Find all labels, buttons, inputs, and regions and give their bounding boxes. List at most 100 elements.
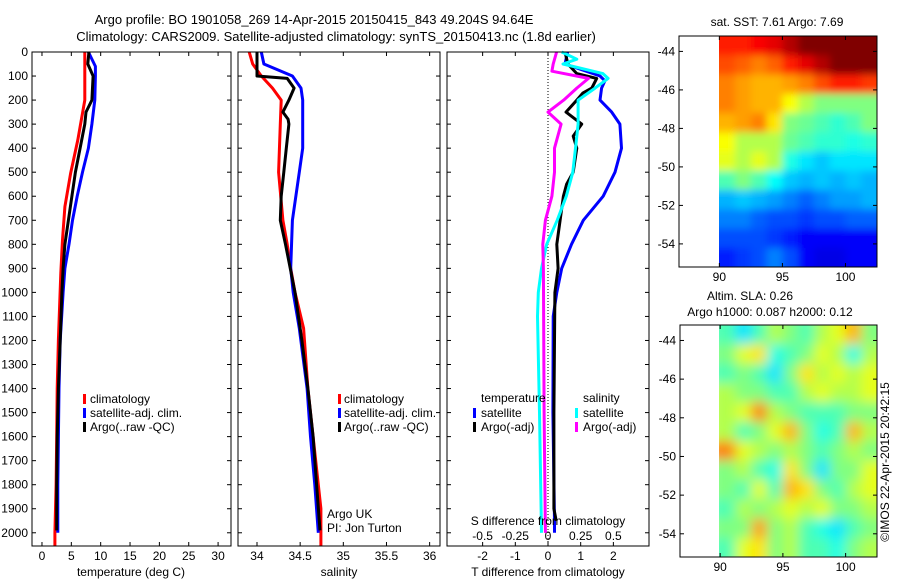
x-tick-label: 0 [39, 549, 46, 563]
heatmap-cell [735, 421, 753, 442]
heatmap-cell [735, 247, 752, 267]
heatmap-cell [766, 55, 784, 76]
heatmap-cell [719, 93, 737, 115]
heatmap-cell [735, 113, 752, 134]
y-tick-label: 1700 [1, 454, 28, 468]
heatmap-cell [782, 113, 800, 134]
heatmap-cell [782, 132, 800, 153]
heatmap-cell [861, 132, 877, 153]
heatmap-cell [735, 325, 753, 346]
heatmap-cell [813, 55, 831, 76]
legend-swatch-satellite [338, 408, 341, 418]
heatmap-cell [751, 421, 769, 442]
heatmap-cell [861, 383, 877, 404]
heatmap-cell [750, 55, 768, 76]
heatmap-cell [719, 537, 737, 557]
y-tick-label: -46 [658, 83, 676, 97]
heatmap-cell [814, 383, 831, 404]
heatmap-cell [845, 325, 863, 346]
heatmap-cell [735, 228, 752, 249]
y-tick-label: 0 [21, 45, 28, 59]
x-tick-label: 10 [94, 549, 108, 563]
heatmap-cell [750, 74, 768, 95]
heatmap-cell [829, 93, 847, 115]
heatmap-cell [814, 518, 831, 539]
legend-label: satellite [481, 406, 522, 420]
y-tick-label: 1400 [1, 382, 28, 396]
x2-tick-label: 0.5 [605, 529, 622, 543]
x-tick-label: -1 [510, 549, 521, 563]
heatmap-cell [829, 499, 847, 520]
heatmap-cell [829, 170, 847, 192]
heatmap-cell [782, 383, 800, 404]
legend-label: satellite-adj. clim. [90, 406, 182, 420]
heatmap-cell [829, 132, 847, 153]
heatmap-cell [829, 36, 847, 57]
heatmap-cell [782, 74, 800, 95]
plot-frame [237, 51, 441, 547]
heatmap-cell [751, 363, 769, 384]
x-tick-label: 90 [713, 560, 727, 574]
heatmap-cell [813, 209, 831, 230]
heatmap-cell [767, 479, 784, 500]
x-tick-label: 100 [835, 270, 855, 284]
heatmap-cell [751, 499, 769, 520]
y-tick-label: -48 [658, 121, 676, 135]
heatmap-cell [845, 537, 863, 557]
legend-header-temperature: temperature [481, 391, 546, 405]
heatmap-cell [798, 190, 815, 211]
x-tick-label: 100 [836, 560, 856, 574]
heatmap-cell [845, 441, 863, 462]
heatmap-cell [782, 479, 800, 500]
title-line-1: Argo profile: BO 1901058_269 14-Apr-2015… [95, 12, 534, 27]
sst-map-title: sat. SST: 7.61 Argo: 7.69 [711, 15, 844, 29]
heatmap-cell [735, 344, 753, 365]
heatmap-cell [829, 190, 847, 211]
credit-text: ©IMOS 22-Apr-2015 20:42:15 [878, 382, 892, 542]
x-tick-label: 36 [423, 549, 437, 563]
series-line-satellite-adj-clim [259, 51, 320, 533]
series-line-satellite-adj-clim [56, 51, 97, 533]
sla-map-panel: 90 95 100 -44 -46 -48 -50 -52 -54 [659, 324, 878, 574]
legend-swatch-sal-argo [575, 422, 578, 432]
y-tick-label: -48 [659, 411, 677, 425]
heatmap-cell [845, 518, 863, 539]
heatmap-cell [845, 247, 863, 267]
heatmap-cell [735, 74, 752, 95]
heatmap-cell [798, 132, 815, 153]
heatmap-cell [814, 363, 831, 384]
heatmap-cell [766, 132, 784, 153]
y-tick-label: 800 [8, 237, 28, 251]
heatmap-cell [814, 402, 831, 423]
legend-label: Argo(..raw -QC) [344, 420, 429, 434]
y-tick-label: -50 [658, 160, 676, 174]
heatmap-cell [751, 518, 769, 539]
heatmap-cell [782, 421, 800, 442]
heatmap-cell [798, 247, 815, 267]
x-tick-label: -2 [477, 549, 488, 563]
heatmap-cell [735, 209, 752, 230]
heatmap-cell [766, 74, 784, 95]
heatmap-cell [814, 325, 831, 346]
heatmap-cell [767, 363, 784, 384]
heatmap-cell [767, 460, 784, 481]
heatmap-cell [750, 247, 768, 267]
heatmap-cell [798, 441, 816, 462]
heatmap-cell [751, 537, 769, 557]
legend-swatch-climatology [338, 394, 341, 404]
heatmap-cell [782, 170, 800, 192]
heatmap-cell [829, 228, 847, 249]
heatmap-cell [766, 93, 784, 115]
heatmap-cell [829, 55, 847, 76]
heatmap-cell [861, 74, 877, 95]
heatmap-cell [861, 421, 877, 442]
heatmap-cell [798, 383, 816, 404]
y-tick-label: -54 [658, 237, 676, 251]
heatmap-cell [766, 228, 784, 249]
sst-map-panel: 90 95 100 -44 -46 -48 -50 -52 -54 [658, 35, 878, 284]
heatmap-cell [766, 113, 784, 134]
difference-xlabel: T difference from climatology [471, 565, 625, 579]
map-frame [678, 35, 878, 268]
heatmap-cell [719, 402, 737, 423]
heatmap-cell [845, 402, 863, 423]
